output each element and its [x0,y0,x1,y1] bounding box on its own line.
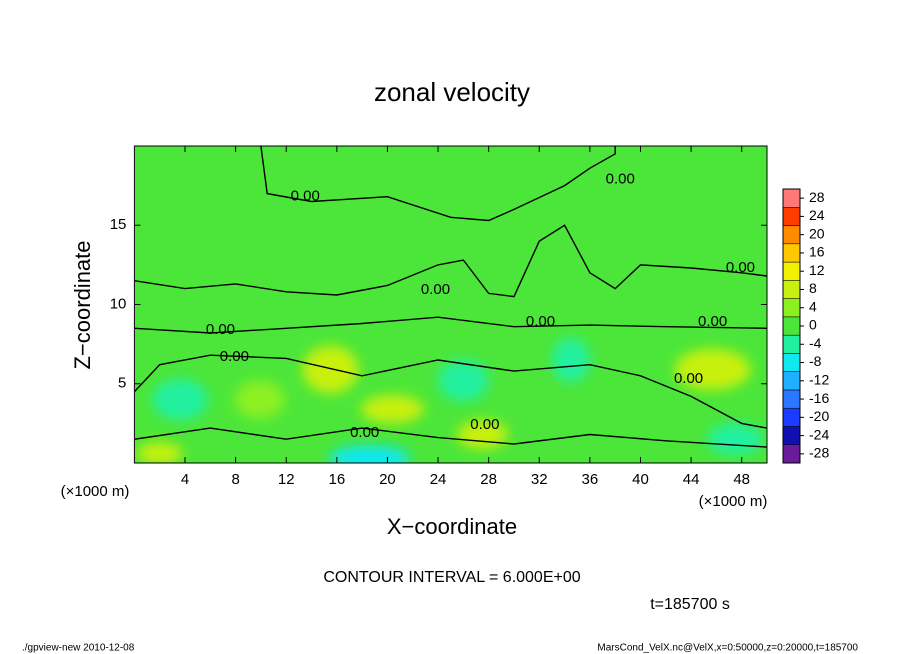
field-blob [360,394,425,424]
colorbar-tick-label: -16 [809,390,829,406]
colorbar-band [782,389,801,409]
colorbar-tick-label: 24 [809,207,825,223]
colorbar-band [782,316,801,336]
colorbar-tick-label: 28 [809,189,825,205]
colorbar-band [782,261,801,281]
x-tick-label: 24 [430,471,447,488]
x-tick-label: 20 [379,471,396,488]
x-tick-label: 48 [733,471,750,488]
y-tick-label: 15 [110,216,127,233]
colorbar-tick-label: 0 [809,317,817,333]
colorbar-tick-label: 4 [809,298,817,314]
colorbar-band [782,280,801,299]
field-blob [551,337,590,383]
footer: MarsCond_VelX.nc@VelX,x=0:50000,z=0:2000… [597,643,858,654]
contour-label: 0.00 [291,188,320,205]
colorbar-tick-label: -28 [809,445,829,461]
colorbar-band [782,407,801,427]
contour-label: 0.00 [726,259,755,276]
contour-label: 0.00 [698,313,727,330]
colorbar-band [782,353,801,372]
x-tick-label: 36 [582,471,599,488]
x-tick-label: 16 [328,471,345,488]
y-tick-label: 5 [118,375,126,392]
contour-label: 0.00 [526,313,555,330]
colorbar-tick-label: -8 [809,353,822,369]
footer: ./gpview-new 2010-12-08 [22,643,135,654]
field-blob [329,445,411,463]
annotation: t=185700 s [650,596,730,613]
x-axis-label: X−coordinate [387,514,517,539]
colorbar-band [782,225,801,245]
x-tick-label: 32 [531,471,548,488]
contour-label: 0.00 [606,170,635,187]
colorbar-tick-label: 20 [809,225,825,241]
x-tick-label: 8 [231,471,239,488]
x-tick-label: 44 [683,471,700,488]
colorbar-tick-label: 12 [809,262,825,278]
contour-line [135,427,767,448]
field-blob [457,420,508,449]
colorbar-band [782,243,801,263]
contour-line [260,146,616,222]
contour-label: 0.00 [470,416,499,433]
x-tick-label: 40 [632,471,649,488]
annotation: CONTOUR INTERVAL = 6.000E+00 [323,569,580,586]
contour-label: 0.00 [206,321,235,338]
colorbar-band [782,444,801,464]
field-blob [136,442,183,463]
contour-label: 0.00 [220,348,249,365]
field-blob [302,345,359,394]
x-tick-label: 4 [181,471,189,488]
colorbar-tick-label: 16 [809,244,825,260]
field-blob [438,359,489,402]
colorbar-tick-label: 8 [809,280,817,296]
colorbar-band [782,371,801,391]
field-blob [707,423,764,456]
field-blob [674,348,751,391]
colorbar-band [782,188,801,208]
colorbar-tick-label: -12 [809,372,829,388]
contour-label: 0.00 [350,424,379,441]
contour-label: 0.00 [674,370,703,387]
colorbar-band [782,298,801,318]
colorbar-tick-label: -20 [809,408,829,424]
field: 0.00 0.00 0.00 0.00 0.00 0.00 0.00 0.00 0.00 0.00… [135,146,767,463]
y-tick-label: 10 [110,295,127,312]
contour-line [135,224,767,298]
x-unit-label: (×1000 m) [61,483,130,500]
x-tick-label: 28 [480,471,497,488]
contour-line [135,354,767,429]
contour-label: 0.00 [421,281,450,298]
colorbar-tick-label: -4 [809,335,822,351]
x-unit-label: (×1000 m) [699,493,768,510]
field-background [135,146,767,463]
colorbar-tick-label: -24 [809,426,829,442]
field-blob [234,380,285,419]
colorbar-band [782,334,801,354]
y-axis-label: Z−coordinate [70,240,95,369]
colorbar-band [782,207,801,226]
contour-line [135,316,767,334]
chart-title: zonal velocity [374,77,530,107]
field-blob [152,378,208,421]
colorbar-band [782,426,801,445]
x-tick-label: 12 [278,471,295,488]
